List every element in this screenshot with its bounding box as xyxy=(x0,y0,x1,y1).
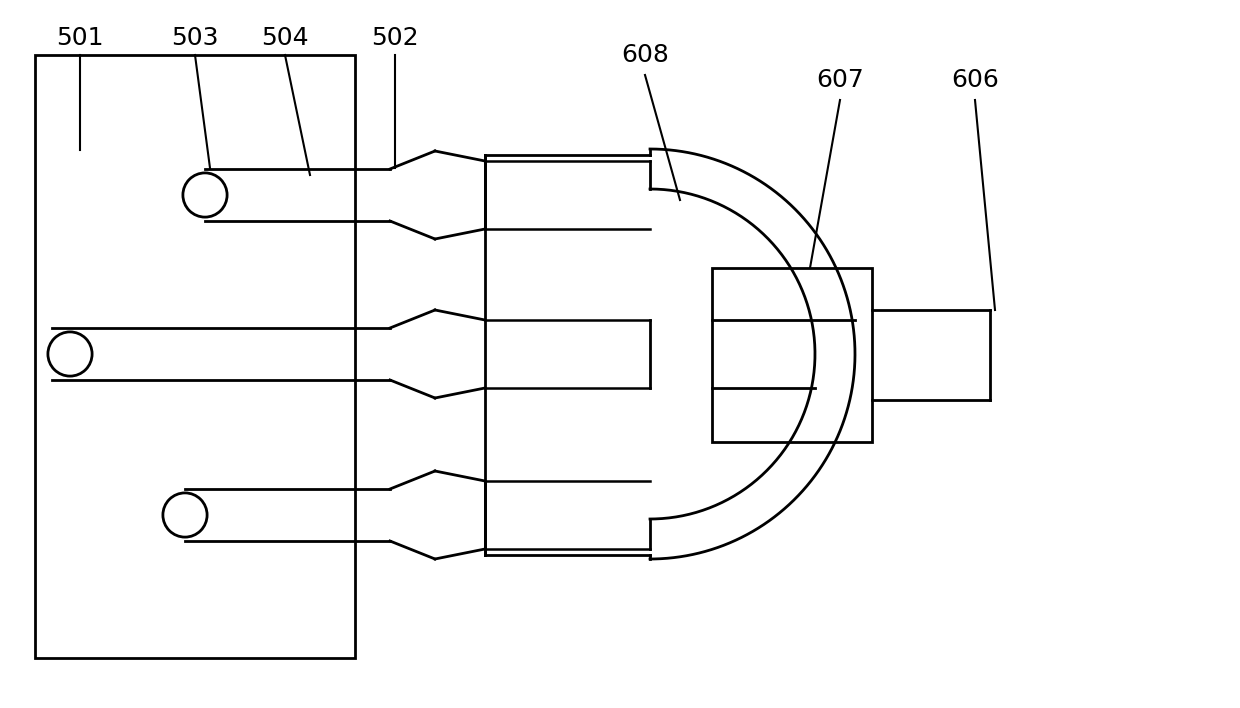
Text: 608: 608 xyxy=(621,43,668,67)
Text: 501: 501 xyxy=(56,26,104,50)
Text: 504: 504 xyxy=(262,26,309,50)
Bar xyxy=(712,268,872,442)
Text: 606: 606 xyxy=(951,68,999,92)
Text: 503: 503 xyxy=(171,26,218,50)
Text: 502: 502 xyxy=(371,26,419,50)
Text: 607: 607 xyxy=(816,68,864,92)
Bar xyxy=(35,55,355,658)
